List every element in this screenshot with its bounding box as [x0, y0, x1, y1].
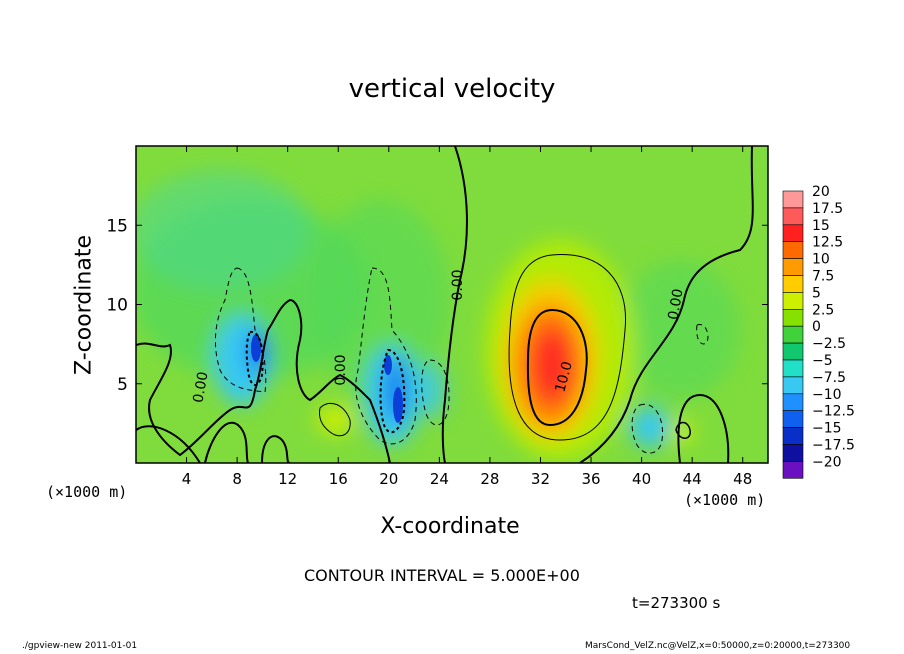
x-tick-label: 16 [329, 470, 348, 488]
x-tick-label: 32 [531, 470, 550, 488]
x-tick-label: 36 [581, 470, 600, 488]
x-tick-label: 40 [632, 470, 651, 488]
colorbar-swatch [782, 224, 804, 243]
colorbar-label: 20 [812, 184, 830, 200]
colorbar-label: 2.5 [812, 302, 834, 318]
x-axis-label: X-coordinate [380, 514, 520, 539]
time-label: t=273300 s [632, 594, 721, 612]
x-tick-label: 12 [278, 470, 297, 488]
colorbar-swatch [782, 410, 804, 428]
colorbar-label: −17.5 [812, 438, 855, 454]
colorbar-swatch [782, 258, 804, 276]
contour-label: 0.00 [190, 371, 211, 404]
colorbar-label: −5 [812, 353, 833, 369]
colorbar-swatch [782, 376, 804, 395]
y-tick-label: 15 [106, 216, 128, 236]
x-tick-label: 8 [232, 470, 242, 488]
x-tick-label: 20 [379, 470, 398, 488]
colorbar-swatch [782, 444, 804, 462]
colorbar-label: −2.5 [812, 336, 846, 352]
colorbar-swatch [782, 427, 804, 445]
colorbar-swatch [782, 207, 804, 226]
colorbar-label: −10 [812, 387, 842, 403]
colorbar-label: 7.5 [812, 269, 834, 285]
colorbar-swatch [782, 359, 804, 378]
x-tick-label: 4 [182, 470, 192, 488]
x-unit-right: (×1000 m) [684, 491, 766, 509]
x-tick-label: 24 [430, 470, 449, 488]
colorbar-label: −15 [812, 421, 842, 437]
contour-label: 10.0 [552, 360, 576, 394]
colorbar-swatch [782, 241, 804, 259]
y-axis-label: Z-coordinate [71, 235, 97, 375]
colorbar-swatch [782, 325, 804, 344]
y-tick-label: 5 [117, 375, 128, 395]
footer-left: ./gpview-new 2011-01-01 [22, 641, 138, 651]
x-unit-left: (×1000 m) [46, 483, 128, 501]
colorbar-label: −12.5 [812, 404, 855, 420]
colorbar-label: 17.5 [812, 201, 843, 217]
contour-label: 0.00 [333, 354, 349, 385]
x-tick-label: 28 [480, 470, 499, 488]
colorbar-label: 0 [812, 319, 821, 335]
colorbar: 2017.51512.5107.552.50−2.5−5−7.5−10−12.5… [782, 184, 855, 479]
x-axis: 4 8 12 16 20 24 28 32 36 40 44 48 [182, 146, 752, 488]
colorbar-label: −7.5 [812, 370, 846, 386]
y-tick-label: 10 [106, 296, 128, 316]
chart-title: vertical velocity [348, 74, 556, 104]
colorbar-swatch [782, 308, 804, 327]
colorbar-swatch [782, 190, 804, 209]
colorbar-swatch [782, 275, 804, 293]
colorbar-swatch [782, 292, 804, 310]
colorbar-swatch [782, 461, 804, 479]
colorbar-label: 12.5 [812, 235, 843, 251]
contour-interval-text: CONTOUR INTERVAL = 5.000E+00 [304, 566, 580, 585]
colorbar-label: 10 [812, 252, 830, 268]
x-tick-label: 44 [683, 470, 702, 488]
y-axis: 5 10 15 [106, 216, 768, 395]
footer-right: MarsCond_VelZ.nc@VelZ,x=0:50000,z=0:2000… [585, 641, 851, 651]
colorbar-label: −20 [812, 454, 842, 470]
contour-label: 0.00 [450, 269, 466, 300]
heatmap-field [136, 146, 768, 463]
contour-label: 0.00 [665, 288, 686, 321]
colorbar-swatch [782, 342, 804, 361]
colorbar-label: 15 [812, 218, 830, 234]
x-tick-label: 48 [733, 470, 752, 488]
colorbar-swatch [782, 393, 804, 411]
colorbar-label: 5 [812, 285, 821, 301]
